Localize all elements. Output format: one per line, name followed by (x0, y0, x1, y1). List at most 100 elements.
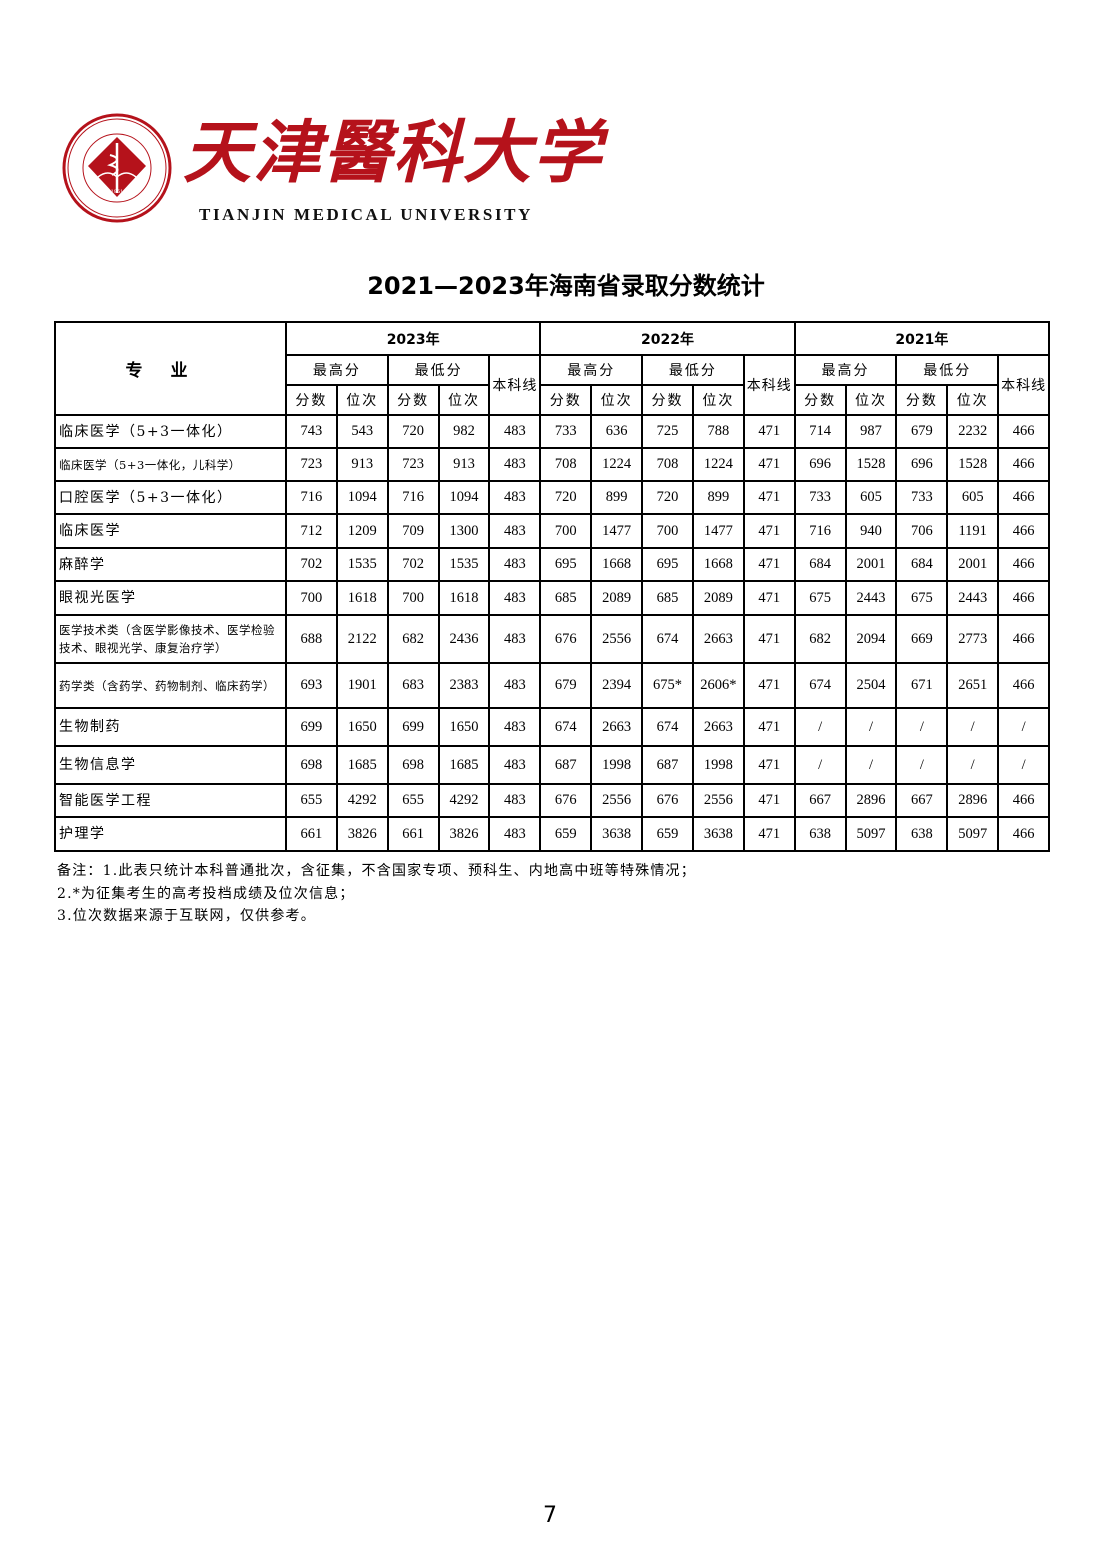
score-cell: 483 (488, 707, 542, 747)
score-cell: 698 (386, 745, 440, 785)
score-cell: 638 (895, 816, 949, 852)
university-name-cn: 天津醫科大学 (183, 113, 604, 193)
year-header-2021: 2021年 (793, 321, 1051, 356)
score-cell: 471 (742, 547, 796, 582)
score-cell: 2606* (691, 662, 745, 709)
score-cell: 655 (386, 783, 440, 818)
score-cell: 698 (285, 745, 338, 785)
score-cell: 685 (641, 580, 694, 616)
score-cell: 720 (386, 414, 440, 449)
score-cell: 940 (844, 513, 898, 549)
score-cell: 1300 (437, 513, 491, 549)
score-cell: 661 (386, 816, 440, 852)
score-cell: 743 (285, 414, 338, 449)
score-cell: 1209 (335, 513, 389, 549)
score-cell: 2896 (946, 783, 1000, 818)
score-cell: 483 (488, 480, 542, 515)
table-row: 生物制药 699 1650 699 1650 483 674 2663 674 2663 471//… (54, 707, 1051, 747)
rank-subheader: 位次 (844, 384, 898, 416)
score-cell: / (895, 745, 949, 785)
score-cell: 674 (641, 707, 694, 747)
max-score-group-header: 最高分 (793, 354, 898, 386)
score-cell: 471 (742, 447, 796, 482)
score-cell: 700 (641, 513, 694, 549)
table-row: 临床医学（5+3一体化，儿科学） 723 913 723 913 483 708 1224 70… (54, 447, 1051, 482)
score-cell: 1668 (691, 547, 745, 582)
score-cell: 733 (539, 414, 593, 449)
score-cell: 2443 (844, 580, 898, 616)
score-cell: / (793, 707, 847, 747)
score-cell: 1901 (335, 662, 389, 709)
score-cell: 483 (488, 414, 542, 449)
score-cell: 4292 (437, 783, 491, 818)
rank-subheader: 位次 (335, 384, 389, 416)
score-cell: 667 (793, 783, 847, 818)
score-cell: 483 (488, 614, 542, 664)
score-cell: 2663 (691, 707, 745, 747)
score-cell: 466 (997, 480, 1051, 515)
score-cell: 1477 (691, 513, 745, 549)
score-cell: 682 (793, 614, 847, 664)
major-name: 口腔医学（5+3一体化） (54, 480, 287, 515)
score-cell: 706 (895, 513, 949, 549)
score-cell: 483 (488, 580, 542, 616)
score-cell: 2122 (335, 614, 389, 664)
score-cell: 987 (844, 414, 898, 449)
score-cell: 543 (335, 414, 389, 449)
score-cell: 699 (285, 707, 338, 747)
note-3: 3.位次数据来源于互联网，仅供参考。 (57, 908, 316, 924)
score-subheader: 分数 (539, 384, 593, 416)
score-cell: 788 (691, 414, 745, 449)
score-cell: / (946, 707, 1000, 747)
table-row: 眼视光医学 700 1618 700 1618 483 685 2089 685 2089 471 6… (54, 580, 1051, 616)
score-cell: 471 (742, 480, 796, 515)
score-cell: 1528 (946, 447, 1000, 482)
major-name: 生物制药 (54, 707, 287, 747)
score-cell: 1094 (335, 480, 389, 515)
score-cell: 483 (488, 447, 542, 482)
score-cell: 674 (539, 707, 593, 747)
score-cell: 716 (793, 513, 847, 549)
score-cell: 1535 (335, 547, 389, 582)
score-cell: 1535 (437, 547, 491, 582)
score-cell: 913 (437, 447, 491, 482)
score-subheader: 分数 (895, 384, 949, 416)
rank-subheader: 位次 (691, 384, 745, 416)
score-cell: 466 (997, 513, 1051, 549)
score-cell: 483 (488, 513, 542, 549)
score-cell: 466 (997, 414, 1051, 449)
score-cell: 674 (793, 662, 847, 709)
score-cell: 471 (742, 414, 796, 449)
score-cell: 1650 (437, 707, 491, 747)
score-cell: 702 (285, 547, 338, 582)
score-cell: 605 (946, 480, 1000, 515)
score-cell: 714 (793, 414, 847, 449)
score-cell: 2436 (437, 614, 491, 664)
score-cell: 899 (590, 480, 644, 515)
score-cell: / (946, 745, 1000, 785)
score-cell: 700 (386, 580, 440, 616)
major-name: 生物信息学 (54, 745, 287, 785)
score-cell: 685 (539, 580, 593, 616)
score-cell: 483 (488, 547, 542, 582)
score-cell: 466 (997, 662, 1051, 709)
undergrad-line-header: 本科线 (742, 354, 796, 416)
score-cell: 2663 (691, 614, 745, 664)
score-cell: 693 (285, 662, 338, 709)
score-cell: / (895, 707, 949, 747)
score-cell: 1477 (590, 513, 644, 549)
major-name: 临床医学（5+3一体化，儿科学） (54, 447, 287, 482)
page-title: 2021—2023年海南省录取分数统计 (367, 272, 765, 300)
table-row: 护理学 661 3826 661 3826 483 659 3638 659 3638 471 638… (54, 816, 1051, 852)
score-subheader: 分数 (793, 384, 847, 416)
major-name: 临床医学 (54, 513, 287, 549)
score-cell: / (844, 745, 898, 785)
score-cell: 2383 (437, 662, 491, 709)
score-cell: 471 (742, 614, 796, 664)
score-cell: 688 (285, 614, 338, 664)
score-cell: / (997, 745, 1051, 785)
score-cell: 2556 (590, 614, 644, 664)
score-cell: 483 (488, 783, 542, 818)
table-row: 口腔医学（5+3一体化） 716 1094 716 1094 483 720 899 720 89… (54, 480, 1051, 515)
score-cell: 466 (997, 816, 1051, 852)
